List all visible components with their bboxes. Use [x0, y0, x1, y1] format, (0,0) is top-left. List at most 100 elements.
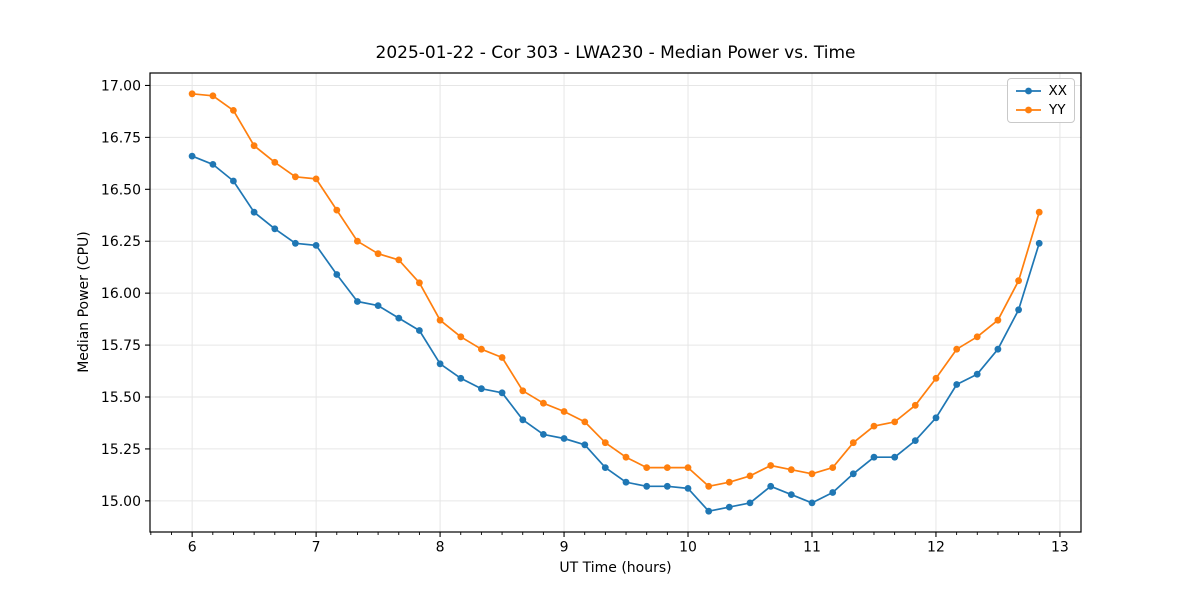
marker-yy	[622, 453, 630, 461]
x-tick-label: 7	[312, 540, 321, 556]
marker-yy	[746, 472, 754, 480]
marker-xx	[643, 482, 651, 490]
marker-xx	[601, 464, 609, 471]
marker-xx	[271, 225, 279, 233]
marker-yy	[354, 237, 361, 245]
series-line-yy	[192, 92, 1041, 488]
marker-yy	[870, 422, 878, 430]
marker-xx	[230, 177, 237, 185]
marker-yy	[292, 173, 299, 181]
marker-yy	[973, 333, 981, 341]
marker-yy	[1035, 208, 1043, 216]
marker-yy	[540, 399, 547, 407]
x-tick-label: 10	[679, 540, 697, 556]
marker-xx	[478, 385, 485, 393]
y-tick-label: 15.50	[101, 390, 141, 406]
marker-xx	[663, 482, 671, 490]
marker-yy	[953, 345, 961, 353]
x-axis-label: UT Time (hours)	[559, 560, 672, 576]
marker-xx	[354, 298, 361, 305]
marker-yy	[519, 387, 527, 395]
marker-xx	[829, 489, 837, 496]
marker-xx	[519, 416, 527, 424]
axes-border	[149, 72, 1082, 533]
marker-xx	[973, 370, 981, 378]
x-tick-label: 12	[927, 540, 945, 556]
marker-yy	[705, 482, 713, 490]
y-tick-label: 15.75	[101, 338, 141, 354]
legend-label-xx: XX	[1048, 83, 1068, 99]
marker-yy	[374, 250, 382, 258]
marker-yy	[684, 464, 692, 471]
marker-yy	[808, 470, 816, 478]
marker-yy	[849, 439, 857, 447]
marker-xx	[540, 431, 547, 438]
marker-xx	[891, 453, 899, 461]
marker-yy	[560, 408, 568, 415]
marker-xx	[374, 302, 382, 309]
marker-yy	[601, 439, 609, 447]
series-line-xx	[191, 155, 1041, 513]
marker-yy	[643, 464, 651, 471]
marker-yy	[478, 345, 485, 353]
y-tick-label: 16.25	[101, 234, 141, 250]
x-tick-label: 8	[436, 540, 445, 556]
marker-xx	[787, 491, 795, 498]
y-tick-label: 16.50	[101, 182, 141, 198]
marker-xx	[188, 152, 196, 160]
marker-xx	[622, 478, 630, 486]
marker-yy	[994, 316, 1002, 324]
marker-xx	[684, 485, 692, 492]
x-tick-label: 6	[188, 540, 197, 556]
y-tick-label: 15.00	[101, 494, 141, 510]
marker-xx	[560, 435, 568, 442]
y-tick-label: 16.75	[101, 130, 141, 146]
y-tick-label: 17.00	[101, 78, 141, 94]
marker-yy	[498, 354, 506, 361]
marker-xx	[457, 374, 465, 382]
marker-yy	[395, 256, 403, 264]
legend-item-xx: XX	[1015, 84, 1067, 98]
legend: XX YY	[1007, 78, 1075, 123]
marker-yy	[891, 418, 899, 426]
marker-yy	[932, 374, 940, 382]
marker-xx	[333, 271, 341, 278]
marker-yy	[230, 107, 237, 114]
marker-yy	[663, 464, 671, 471]
legend-item-yy: YY	[1015, 103, 1067, 117]
marker-yy	[271, 158, 279, 166]
marker-yy	[911, 401, 919, 409]
marker-xx	[767, 482, 775, 490]
marker-xx	[250, 208, 258, 216]
marker-xx	[705, 507, 713, 515]
marker-yy	[457, 333, 465, 341]
marker-xx	[436, 360, 444, 368]
marker-xx	[312, 242, 320, 249]
marker-xx	[953, 381, 961, 388]
marker-xx	[1015, 306, 1022, 314]
marker-yy	[787, 466, 795, 474]
legend-label-yy: YY	[1049, 102, 1066, 118]
marker-xx	[498, 389, 506, 397]
marker-yy	[829, 464, 837, 471]
marker-xx	[994, 345, 1002, 353]
marker-xx	[292, 239, 299, 247]
marker-xx	[209, 161, 217, 168]
marker-xx	[870, 453, 878, 461]
marker-xx	[725, 503, 733, 511]
marker-xx	[1035, 239, 1043, 247]
marker-xx	[849, 470, 857, 478]
marker-xx	[932, 414, 940, 422]
marker-yy	[312, 175, 320, 183]
marker-xx	[911, 437, 919, 444]
marker-yy	[416, 279, 423, 287]
y-tick-label: 16.00	[101, 286, 141, 302]
marker-yy	[209, 92, 217, 100]
legend-line-yy-icon	[1016, 106, 1041, 114]
marker-xx	[416, 327, 423, 334]
marker-xx	[581, 441, 589, 449]
legend-line-xx-icon	[1016, 87, 1041, 95]
x-tick-label: 9	[560, 540, 569, 556]
